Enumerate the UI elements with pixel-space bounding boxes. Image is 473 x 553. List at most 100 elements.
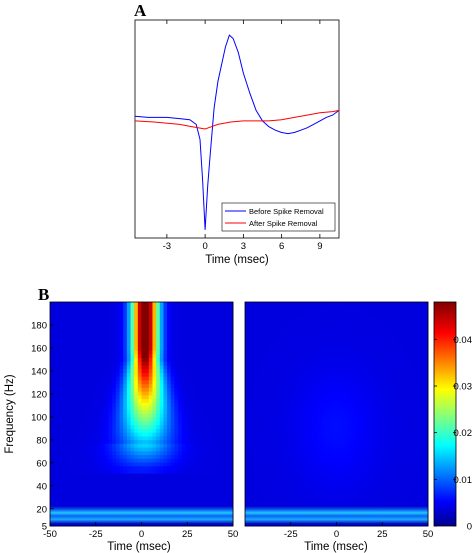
- heatmap-cell: [189, 436, 194, 441]
- heatmap-cell: [79, 380, 84, 385]
- heatmap-cell: [90, 395, 95, 400]
- heatmap-cell: [123, 522, 128, 527]
- heatmap-cell: [310, 414, 315, 419]
- heatmap-cell: [214, 316, 219, 322]
- heatmap-cell: [170, 320, 175, 325]
- heatmap-cell: [53, 443, 58, 448]
- heatmap-cell: [145, 313, 150, 318]
- heatmap-cell: [274, 316, 279, 322]
- heatmap-cell: [104, 503, 109, 508]
- heatmap-cell: [141, 331, 146, 336]
- heatmap-cell: [123, 324, 128, 329]
- heatmap-cell: [141, 425, 146, 430]
- heatmap-cell: [266, 302, 272, 307]
- heatmap-cell: [225, 417, 230, 422]
- heatmap-cell: [296, 335, 301, 340]
- heatmap-cell: [362, 302, 367, 307]
- heatmap-cell: [277, 425, 282, 430]
- heatmap-cell: [347, 358, 352, 363]
- heatmap-cell: [340, 499, 345, 504]
- heatmap-cell: [145, 421, 150, 426]
- heatmap-cell: [178, 335, 183, 340]
- heatmap-cell: [288, 361, 293, 366]
- heatmap-cell: [82, 309, 87, 314]
- heatmap-cell: [130, 492, 135, 497]
- heatmap-cell: [340, 346, 345, 351]
- heatmap-cell: [299, 417, 304, 422]
- heatmap-cell: [156, 384, 161, 389]
- heatmap-cell: [148, 331, 153, 336]
- heatmap-cell: [53, 384, 58, 389]
- heatmap-cell: [362, 354, 367, 359]
- heatmap-cell: [303, 313, 308, 318]
- heatmap-cell: [86, 335, 91, 340]
- heatmap-cell: [354, 328, 359, 333]
- heatmap-cell: [274, 436, 279, 441]
- heatmap-cell: [263, 380, 268, 385]
- heatmap-cell: [274, 376, 279, 381]
- heatmap-cell: [148, 496, 153, 501]
- heatmap-cell: [156, 354, 161, 359]
- heatmap-cell: [148, 324, 153, 329]
- heatmap-cell: [255, 432, 261, 437]
- heatmap-cell: [97, 492, 102, 497]
- heatmap-cell: [90, 425, 95, 430]
- heatmap-cell: [163, 503, 168, 508]
- heatmap-cell: [57, 451, 62, 456]
- heatmap-cell: [307, 414, 312, 419]
- heatmap-cell: [303, 316, 308, 322]
- heatmap-cell: [181, 436, 186, 441]
- heatmap-cell: [329, 376, 334, 381]
- heatmap-cell: [53, 395, 58, 400]
- heatmap-cell: [218, 477, 223, 482]
- heatmap-cell: [229, 496, 234, 501]
- heatmap-cell: [53, 376, 58, 381]
- heatmap-cell: [277, 436, 282, 441]
- heatmap-cell: [255, 358, 261, 363]
- heatmap-cell: [225, 365, 230, 370]
- heatmap-cell: [181, 350, 186, 355]
- heatmap-cell: [218, 384, 223, 389]
- heatmap-cell: [354, 350, 359, 355]
- heatmap-cell: [57, 443, 62, 448]
- heatmap-cell: [207, 436, 212, 441]
- heatmap-cell: [82, 376, 87, 381]
- heatmap-cell: [68, 324, 73, 329]
- heatmap-cell: [50, 455, 55, 460]
- heatmap-cell: [266, 346, 272, 351]
- heatmap-cell: [270, 410, 275, 415]
- heatmap-cell: [321, 387, 326, 392]
- heatmap-cell: [60, 313, 66, 318]
- heatmap-cell: [277, 484, 282, 490]
- heatmap-cell: [314, 451, 319, 456]
- heatmap-cell: [126, 361, 131, 366]
- heatmap-cell: [207, 339, 212, 344]
- heatmap-cell: [296, 451, 301, 456]
- heatmap-cell: [82, 331, 87, 336]
- heatmap-cell: [314, 361, 319, 366]
- heatmap-cell: [137, 365, 142, 370]
- heatmap-cell: [130, 302, 135, 307]
- heatmap-cell: [358, 428, 363, 434]
- heatmap-cell: [152, 365, 157, 370]
- panel-a-x-tick-label: -3: [163, 241, 171, 252]
- heatmap-cell: [329, 343, 334, 348]
- heatmap-cell: [174, 410, 179, 415]
- heatmap-cell: [86, 354, 91, 359]
- heatmap-cell: [163, 316, 168, 322]
- heatmap-cell: [50, 503, 55, 508]
- heatmap-cell: [329, 451, 334, 456]
- heatmap-cell: [248, 503, 253, 508]
- heatmap-cell: [130, 324, 135, 329]
- heatmap-cell: [130, 488, 135, 493]
- heatmap-cell: [148, 477, 153, 482]
- heatmap-cell: [101, 492, 106, 497]
- heatmap-cell: [211, 473, 216, 478]
- heatmap-cell: [252, 387, 257, 392]
- heatmap-cell: [321, 477, 326, 482]
- heatmap-cell: [145, 339, 150, 344]
- heatmap-cell: [167, 522, 172, 527]
- heatmap-cell: [303, 473, 308, 478]
- heatmap-cell: [93, 414, 98, 419]
- heatmap-cell: [347, 473, 352, 478]
